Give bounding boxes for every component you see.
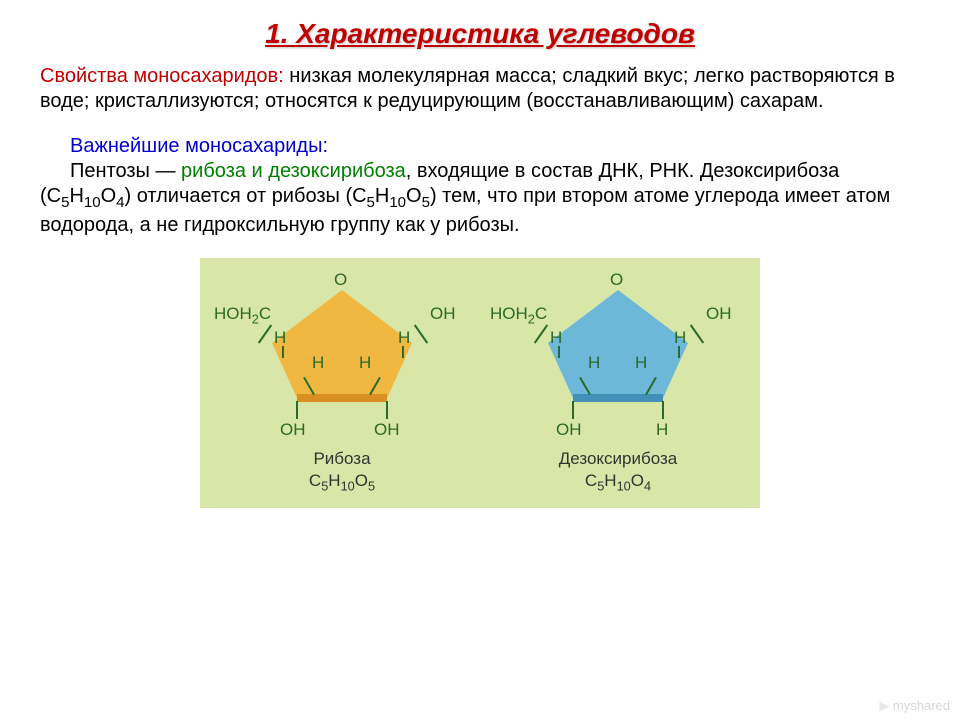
paragraph-pentoses: Важнейшие моносахариды: Пентозы — рибоза… [40,134,920,238]
atom-o: O [334,270,347,290]
bond-icon [678,346,680,358]
atom-oh-botL: OH [556,420,582,440]
ribose-pentagon-icon [212,268,472,428]
bond-icon [402,346,404,358]
atom-oh-botR: OH [374,420,400,440]
bond-icon [386,401,388,419]
atom-h-upL: H [274,328,286,348]
atom-h-upR: H [398,328,410,348]
bond-icon [662,401,664,419]
slide: 1. Характеристика углеводов Свойства мон… [0,0,960,720]
sub-2c: 5 [422,194,430,211]
deoxyribose-pentagon-icon [488,268,748,428]
ribose-molecule: O HOH2C OH H H H H OH OH Рибоза [212,268,472,495]
atom-h-inL: H [588,353,600,373]
watermark-link[interactable]: ▶ myshared [879,698,950,714]
deoxyribose-formula: C5H10O4 [488,470,748,495]
atom-h-upR: H [674,328,686,348]
bond-icon [572,401,574,419]
sugar-diagram: O HOH2C OH H H H H OH OH Рибоза [200,258,760,508]
atom-h-inR: H [635,353,647,373]
bond-icon [296,401,298,419]
atom-oh-right: OH [706,304,732,324]
slide-title: 1. Характеристика углеводов [40,18,920,50]
ribose-caption: Рибоза C5H10O5 [212,448,472,495]
atom-hoh2c: HOH2C [490,304,547,326]
pentoses-heading: Важнейшие моносахариды: [40,134,920,159]
atom-o: O [610,270,623,290]
atom-h-inL: H [312,353,324,373]
bond-icon [558,346,560,358]
sub-2b: 10 [389,194,406,211]
deoxyribose-molecule: O HOH2C OH H H H H OH H Дезоксирибоза [488,268,748,495]
atom-oh-right: OH [430,304,456,324]
paragraph-properties: Свойства моносахаридов: низкая молекуляр… [40,64,920,114]
pentoses-l2a: Пентозы — [70,160,181,182]
ribose-formula: C5H10O5 [212,470,472,495]
properties-lead: Свойства моносахаридов: [40,65,284,87]
bond-icon [282,346,284,358]
sub-1c: 4 [116,194,124,211]
sub-1b: 10 [84,194,101,211]
sub-2a: 5 [367,194,375,211]
pentoses-green: рибоза и дезоксирибоза [181,160,406,182]
atom-oh-botL: OH [280,420,306,440]
atom-h-botR: H [656,420,668,440]
atom-hoh2c: HOH2C [214,304,271,326]
pentoses-mid: ) отличается от рибозы (С [125,185,367,207]
atom-h-inR: H [359,353,371,373]
deoxyribose-caption: Дезоксирибоза C5H10O4 [488,448,748,495]
atom-h-upL: H [550,328,562,348]
